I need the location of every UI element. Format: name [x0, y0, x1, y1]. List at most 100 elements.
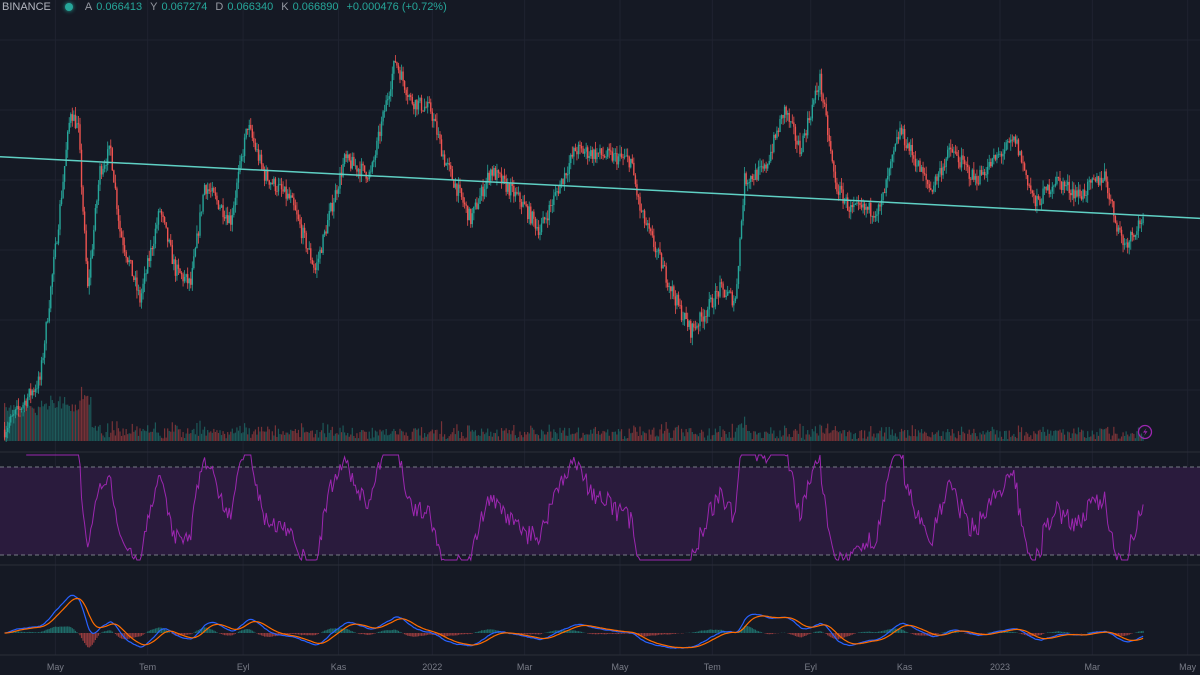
- volume-bar: [662, 433, 664, 441]
- candle-body: [1140, 223, 1143, 225]
- macd-histogram-bar: [239, 630, 241, 633]
- macd-histogram-bar: [322, 631, 324, 633]
- volume-bar: [147, 425, 149, 441]
- candle-body: [186, 274, 189, 284]
- candle-body: [799, 140, 801, 155]
- volume-bar: [879, 430, 881, 441]
- volume-bar: [677, 425, 680, 441]
- macd-histogram-bar: [920, 633, 923, 636]
- volume-bar: [659, 429, 661, 441]
- macd-histogram-bar: [130, 633, 132, 639]
- candle-body: [850, 205, 852, 212]
- candle-body: [174, 259, 177, 276]
- open-value: 0.066413: [96, 1, 143, 13]
- volume-bar: [744, 416, 746, 441]
- volume-bar: [605, 432, 607, 441]
- macd-histogram-bar: [844, 633, 846, 638]
- volume-bar: [740, 423, 743, 441]
- volume-bar: [28, 405, 30, 441]
- volume-bar: [337, 434, 340, 441]
- candle-body: [710, 297, 712, 300]
- volume-bar: [991, 426, 993, 441]
- macd-histogram-bar: [19, 631, 21, 633]
- candle-body: [671, 286, 674, 292]
- exchange-label[interactable]: BINANCE: [2, 1, 51, 13]
- volume-bar: [165, 437, 167, 441]
- macd-histogram-bar: [167, 631, 169, 633]
- candle-body: [683, 312, 686, 320]
- macd-histogram-bar: [257, 633, 260, 635]
- candle-body: [476, 202, 478, 209]
- volume-bar: [1053, 430, 1055, 441]
- volume-bar: [773, 430, 775, 441]
- macd-histogram-bar: [647, 633, 649, 637]
- macd-histogram-bar: [759, 631, 761, 633]
- volume-bar: [996, 430, 998, 441]
- volume-bar: [1133, 433, 1135, 441]
- volume-bar: [633, 425, 635, 441]
- macd-histogram-bar: [568, 630, 570, 633]
- candle-body: [23, 400, 26, 405]
- macd-histogram-bar: [488, 629, 490, 633]
- candle-body: [830, 141, 832, 151]
- volume-bar: [148, 432, 150, 441]
- macd-histogram-bar: [379, 631, 381, 633]
- candle-body: [534, 218, 537, 229]
- candle-body: [439, 134, 441, 140]
- volume-bar: [954, 437, 956, 441]
- macd-histogram-bar: [551, 631, 553, 633]
- candle-body: [962, 155, 964, 160]
- volume-bar: [919, 432, 921, 441]
- macd-histogram-bar: [82, 633, 84, 641]
- macd-histogram-bar: [596, 633, 598, 635]
- candle-body: [597, 152, 600, 154]
- macd-histogram-bar: [1039, 633, 1041, 636]
- volume-bar: [674, 427, 676, 441]
- candle-body: [954, 151, 957, 153]
- candle-body: [363, 165, 366, 173]
- macd-histogram-bar: [156, 628, 158, 633]
- volume-bar: [884, 432, 886, 441]
- candle-body: [777, 130, 780, 133]
- macd-histogram-bar: [442, 633, 444, 637]
- lightning-icon[interactable]: [1137, 424, 1153, 440]
- macd-histogram-bar: [344, 628, 346, 633]
- volume-bar: [1042, 426, 1044, 441]
- volume-bar: [144, 430, 146, 441]
- candle-body: [873, 215, 875, 218]
- macd-histogram-bar: [265, 633, 267, 637]
- volume-bar: [579, 438, 581, 441]
- candle-body: [833, 161, 835, 172]
- volume-bar: [1030, 435, 1032, 441]
- candle-body: [1137, 220, 1140, 232]
- candle-body: [97, 184, 100, 201]
- volume-bar: [239, 425, 241, 441]
- macd-histogram-bar: [197, 630, 200, 633]
- volume-bar: [310, 430, 312, 441]
- candle-body: [588, 156, 590, 158]
- macd-histogram-bar: [1117, 633, 1120, 637]
- macd-histogram-bar: [867, 631, 869, 633]
- volume-bar: [745, 424, 747, 441]
- candle-body: [708, 299, 710, 310]
- candle-body: [797, 140, 800, 145]
- candle-body: [406, 95, 409, 97]
- volume-bar: [828, 433, 830, 441]
- low-key: D: [215, 1, 224, 13]
- macd-histogram-bar: [311, 633, 313, 636]
- volume-bar: [1050, 430, 1052, 441]
- volume-bar: [976, 436, 978, 441]
- volume-bar: [317, 437, 320, 441]
- candle-body: [74, 114, 77, 129]
- candle-body: [202, 194, 204, 212]
- macd-histogram-bar: [771, 633, 773, 635]
- volume-bar: [680, 428, 683, 441]
- candle-body: [806, 118, 809, 136]
- volume-bar: [254, 429, 256, 441]
- volume-bar: [176, 425, 178, 441]
- macd-histogram-bar: [20, 631, 23, 633]
- candle-body: [1113, 201, 1115, 217]
- candle-body: [148, 258, 150, 261]
